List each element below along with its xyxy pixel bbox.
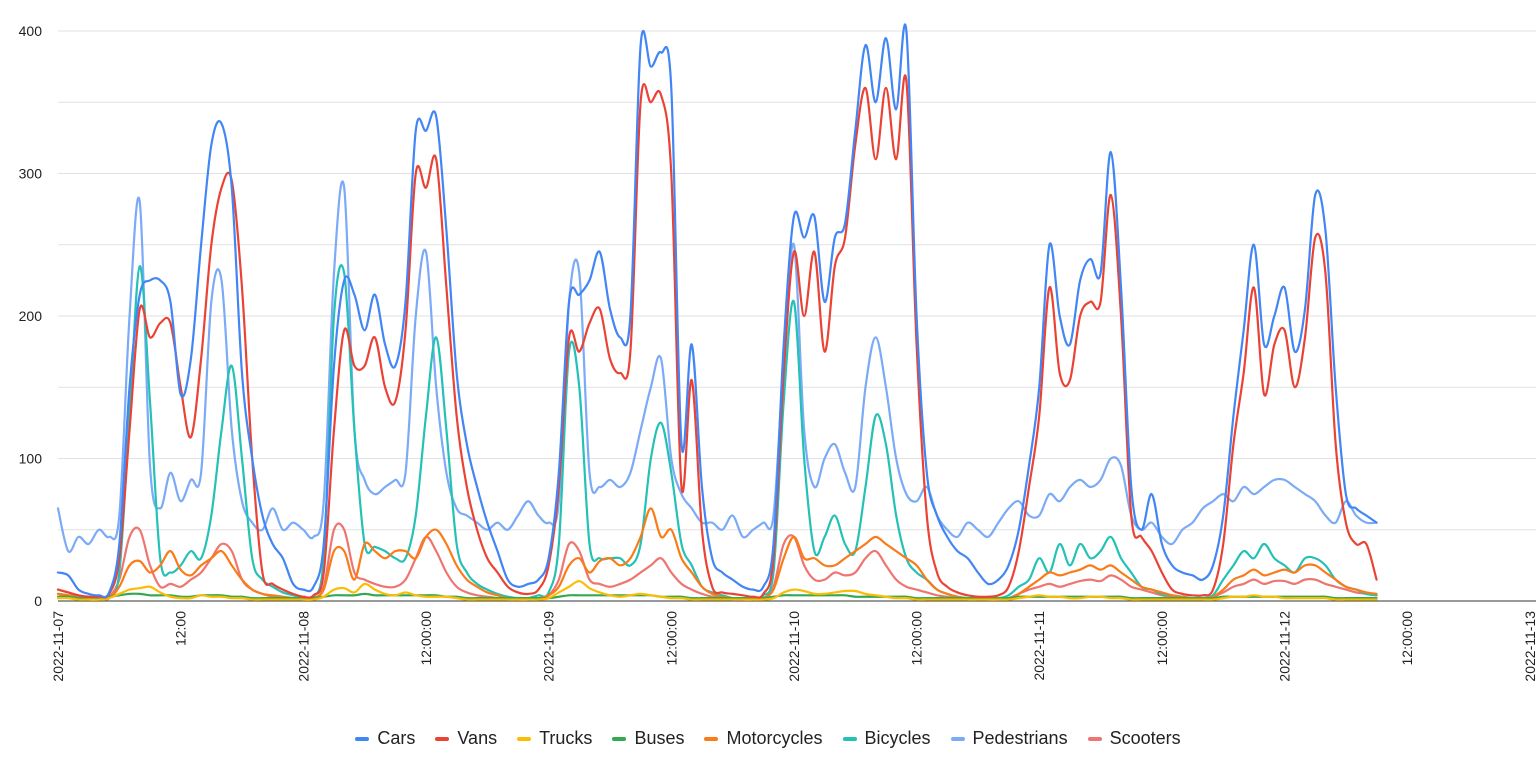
- legend-swatch: [435, 736, 450, 741]
- legend-item-bicycles[interactable]: Bicycles: [842, 728, 931, 749]
- x-tick-label: 2022-11-12: [1277, 611, 1293, 682]
- legend-item-trucks[interactable]: Trucks: [517, 728, 592, 749]
- line-chart: 0 100 200 300 400 2022-11-07 12:00 2022-11-08 12…: [19, 23, 1536, 682]
- grid-layer: [58, 30, 1536, 602]
- legend-label: Pedestrians: [972, 728, 1068, 748]
- series-line-vans: [56, 74, 1378, 599]
- y-tick-label: 0: [34, 593, 42, 609]
- series-line-cars: [56, 23, 1378, 599]
- legend-item-vans[interactable]: Vans: [435, 728, 497, 749]
- x-tick-label: 12:00:00: [909, 611, 925, 666]
- legend-label: Bicycles: [864, 728, 931, 748]
- x-tick-label: 2022-11-11: [1031, 611, 1047, 681]
- x-tick-label: 2022-11-07: [50, 611, 66, 682]
- legend-swatch: [612, 736, 627, 741]
- series-line-motorcycles: [56, 507, 1378, 601]
- series-line-buses: [56, 592, 1378, 600]
- series-layer: [56, 23, 1378, 601]
- legend-label: Scooters: [1109, 728, 1181, 748]
- series-line-bicycles: [56, 264, 1378, 601]
- y-tick-label: 400: [19, 23, 43, 39]
- x-tick-label: 2022-11-10: [786, 611, 802, 682]
- x-tick-label: 2022-11-08: [295, 611, 311, 682]
- x-tick-label: 12:00:00: [418, 611, 434, 666]
- x-tick-label: 12:00: [173, 611, 189, 646]
- legend-item-cars[interactable]: Cars: [355, 728, 415, 749]
- legend-swatch: [1087, 736, 1102, 741]
- legend-swatch: [517, 736, 532, 741]
- legend-item-scooters[interactable]: Scooters: [1087, 728, 1181, 749]
- legend-swatch: [704, 736, 719, 741]
- legend-label: Trucks: [539, 728, 593, 748]
- x-tick-label: 12:00:00: [663, 611, 679, 666]
- x-tick-label: 2022-11-09: [541, 611, 557, 682]
- x-tick-label: 12:00:00: [1154, 611, 1170, 666]
- legend-label: Cars: [377, 728, 416, 748]
- y-tick-label: 100: [19, 451, 43, 467]
- legend-item-motorcycles[interactable]: Motorcycles: [704, 728, 823, 749]
- legend-item-buses[interactable]: Buses: [612, 728, 684, 749]
- axis-layer: 0 100 200 300 400 2022-11-07 12:00 2022-11-08 12…: [19, 23, 1536, 682]
- legend-swatch: [950, 736, 965, 741]
- legend: Cars Vans Trucks Buses Motorcycles Bicycles Pe…: [0, 728, 1536, 749]
- x-tick-label: 2022-11-13: [1522, 611, 1536, 682]
- legend-label: Vans: [457, 728, 498, 748]
- legend-swatch: [355, 736, 370, 741]
- legend-label: Buses: [634, 728, 685, 748]
- y-tick-label: 300: [19, 166, 43, 182]
- x-tick-label: 12:00:00: [1399, 611, 1415, 666]
- legend-item-pedestrians[interactable]: Pedestrians: [950, 728, 1068, 749]
- legend-label: Motorcycles: [726, 728, 823, 748]
- y-tick-label: 200: [19, 308, 43, 324]
- series-line-trucks: [56, 579, 1378, 601]
- legend-swatch: [842, 736, 857, 741]
